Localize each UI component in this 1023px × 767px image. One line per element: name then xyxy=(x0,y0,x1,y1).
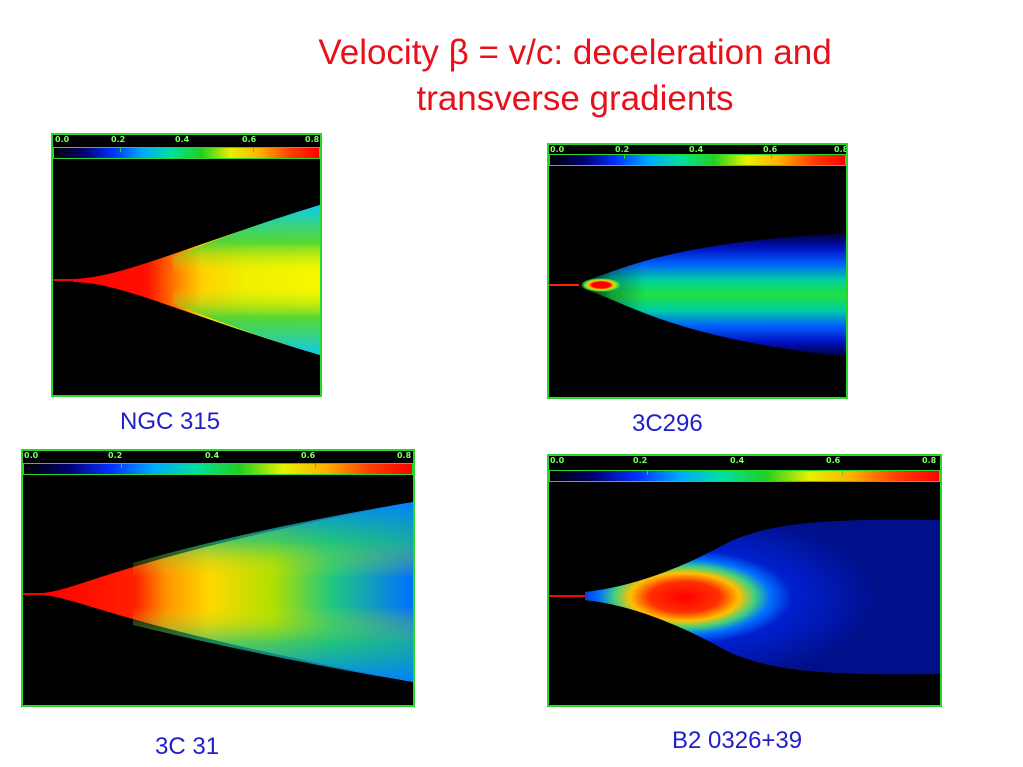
colorbar-tick: 0.6 xyxy=(826,456,841,465)
velocity-map-3c296: 0.0 0.2 0.4 0.6 0.8 xyxy=(547,143,848,399)
jet-velocity-plot xyxy=(53,161,320,395)
colorbar-tickmark xyxy=(697,155,699,159)
colorbar-tickmark xyxy=(121,464,122,468)
colorbar-tick: 0.8 xyxy=(834,145,848,154)
colorbar-tick: 0.0 xyxy=(24,451,39,460)
colorbar-tick: 0.4 xyxy=(205,451,220,460)
colorbar-tickmark xyxy=(252,148,254,152)
colorbar-tick: 0.2 xyxy=(615,145,630,154)
colorbar-tick: 0.0 xyxy=(550,145,565,154)
colorbar-tickmark xyxy=(744,471,746,475)
colorbar xyxy=(53,147,320,159)
colorbar-tickmark xyxy=(841,471,843,475)
colorbar-tickmark xyxy=(218,464,219,468)
colorbar-tickmark xyxy=(315,464,316,468)
colorbar-tick-labels: 0.0 0.2 0.4 0.6 0.8 xyxy=(23,451,413,462)
jet-velocity-plot xyxy=(549,486,940,705)
colorbar-tick: 0.8 xyxy=(305,135,320,144)
colorbar-tick: 0.6 xyxy=(763,145,778,154)
colorbar-tick: 0.2 xyxy=(108,451,123,460)
slide-title: Velocity β = v/c: deceleration and trans… xyxy=(250,30,900,122)
colorbar-tick: 0.6 xyxy=(242,135,257,144)
colorbar-tickmark xyxy=(120,148,122,152)
colorbar-tick: 0.6 xyxy=(301,451,316,460)
caption-3c296: 3C296 xyxy=(632,410,703,437)
title-line-2: transverse gradients xyxy=(416,79,734,118)
colorbar-tick: 0.0 xyxy=(55,135,70,144)
caption-3c31: 3C 31 xyxy=(155,733,220,760)
colorbar-tickmark xyxy=(771,155,773,159)
colorbar xyxy=(549,154,846,166)
colorbar-tick: 0.2 xyxy=(111,135,126,144)
colorbar-tick-labels: 0.0 0.2 0.4 0.6 0.8 xyxy=(549,456,940,467)
title-line-1: Velocity β = v/c: deceleration and xyxy=(318,33,832,72)
colorbar-tickmark xyxy=(186,148,188,152)
colorbar-tick: 0.2 xyxy=(633,456,648,465)
colorbar-tick: 0.0 xyxy=(550,456,565,465)
colorbar-tick-labels: 0.0 0.2 0.4 0.6 0.8 xyxy=(549,145,846,156)
colorbar-tickmark xyxy=(647,471,649,475)
colorbar-tick: 0.4 xyxy=(175,135,190,144)
velocity-map-3c31: 0.0 0.2 0.4 0.6 0.8 xyxy=(21,449,415,707)
velocity-map-ngc315: 0.0 0.2 0.4 0.6 0.8 xyxy=(51,133,322,397)
jet-velocity-plot xyxy=(549,167,846,397)
velocity-map-b2-0326-39: 0.0 0.2 0.4 0.6 0.8 xyxy=(547,454,942,707)
colorbar xyxy=(23,463,413,475)
colorbar-tick: 0.8 xyxy=(922,456,937,465)
colorbar-tick: 0.4 xyxy=(730,456,745,465)
colorbar xyxy=(549,470,940,482)
colorbar-tick: 0.8 xyxy=(397,451,412,460)
colorbar-tick-labels: 0.0 0.2 0.4 0.6 0.8 xyxy=(53,135,320,146)
caption-b2-0326-39: B2 0326+39 xyxy=(672,727,803,754)
colorbar-tick: 0.4 xyxy=(689,145,704,154)
colorbar-tickmark xyxy=(623,155,625,159)
caption-ngc315: NGC 315 xyxy=(120,408,221,435)
jet-velocity-plot xyxy=(23,477,413,705)
